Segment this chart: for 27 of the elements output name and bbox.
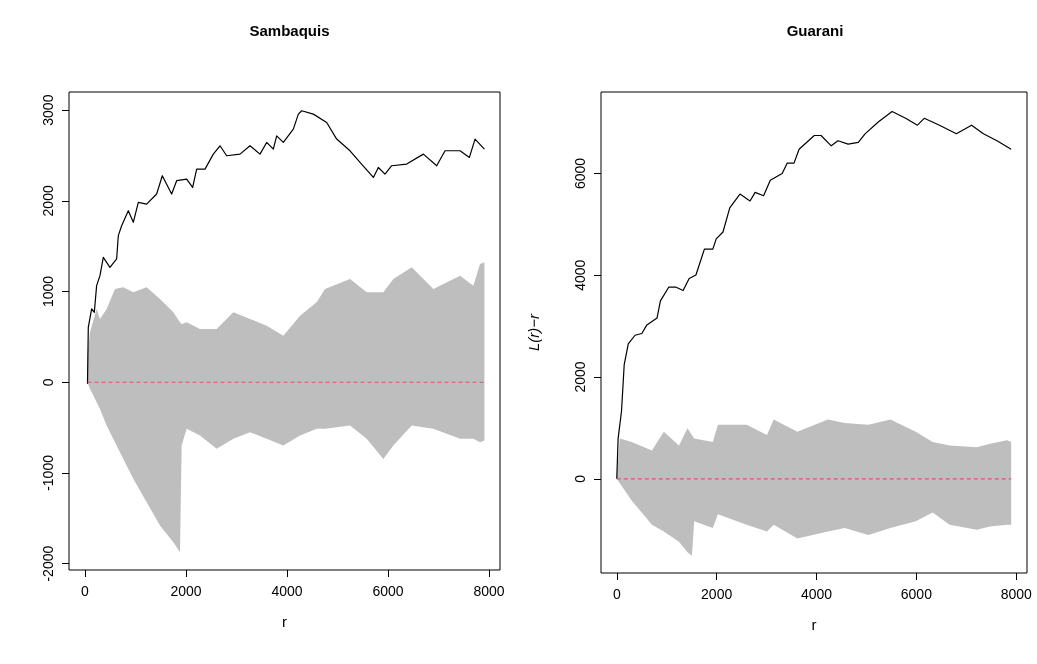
x-tick-label: 2000 (701, 586, 733, 602)
chart-title: Guarani (786, 22, 844, 39)
y-tick-label: 4000 (572, 259, 588, 291)
line-series (86, 110, 485, 385)
x-tick-label: 8000 (473, 583, 505, 599)
y-tick-label: 1000 (40, 275, 56, 308)
y-tick-label: 2000 (40, 185, 56, 217)
y-tick-label: 2000 (572, 361, 588, 393)
y-tick-label: 0 (572, 474, 588, 483)
y-axis-title: L(r)−r (525, 312, 542, 352)
y-tick-label: -1000 (40, 454, 56, 491)
chart-title: Sambaquis (249, 22, 330, 39)
x-tick-label: 4000 (271, 583, 303, 599)
x-tick-label: 2000 (170, 583, 202, 599)
x-tick-label: 6000 (372, 583, 404, 599)
y-tick-label: 3000 (40, 94, 56, 126)
x-tick-label: 4000 (800, 586, 833, 602)
x-tick-label: 8000 (1000, 586, 1032, 602)
x-tick-label: 0 (81, 583, 90, 599)
x-axis-title: r (811, 616, 817, 633)
y-tick-label: 0 (40, 378, 56, 387)
x-tick-label: 0 (612, 586, 621, 602)
y-tick-label: 6000 (572, 157, 588, 190)
y-tick-label: -2000 (40, 545, 56, 582)
x-tick-label: 6000 (900, 586, 933, 602)
line-series (616, 110, 1012, 480)
x-axis-title: r (282, 613, 287, 630)
